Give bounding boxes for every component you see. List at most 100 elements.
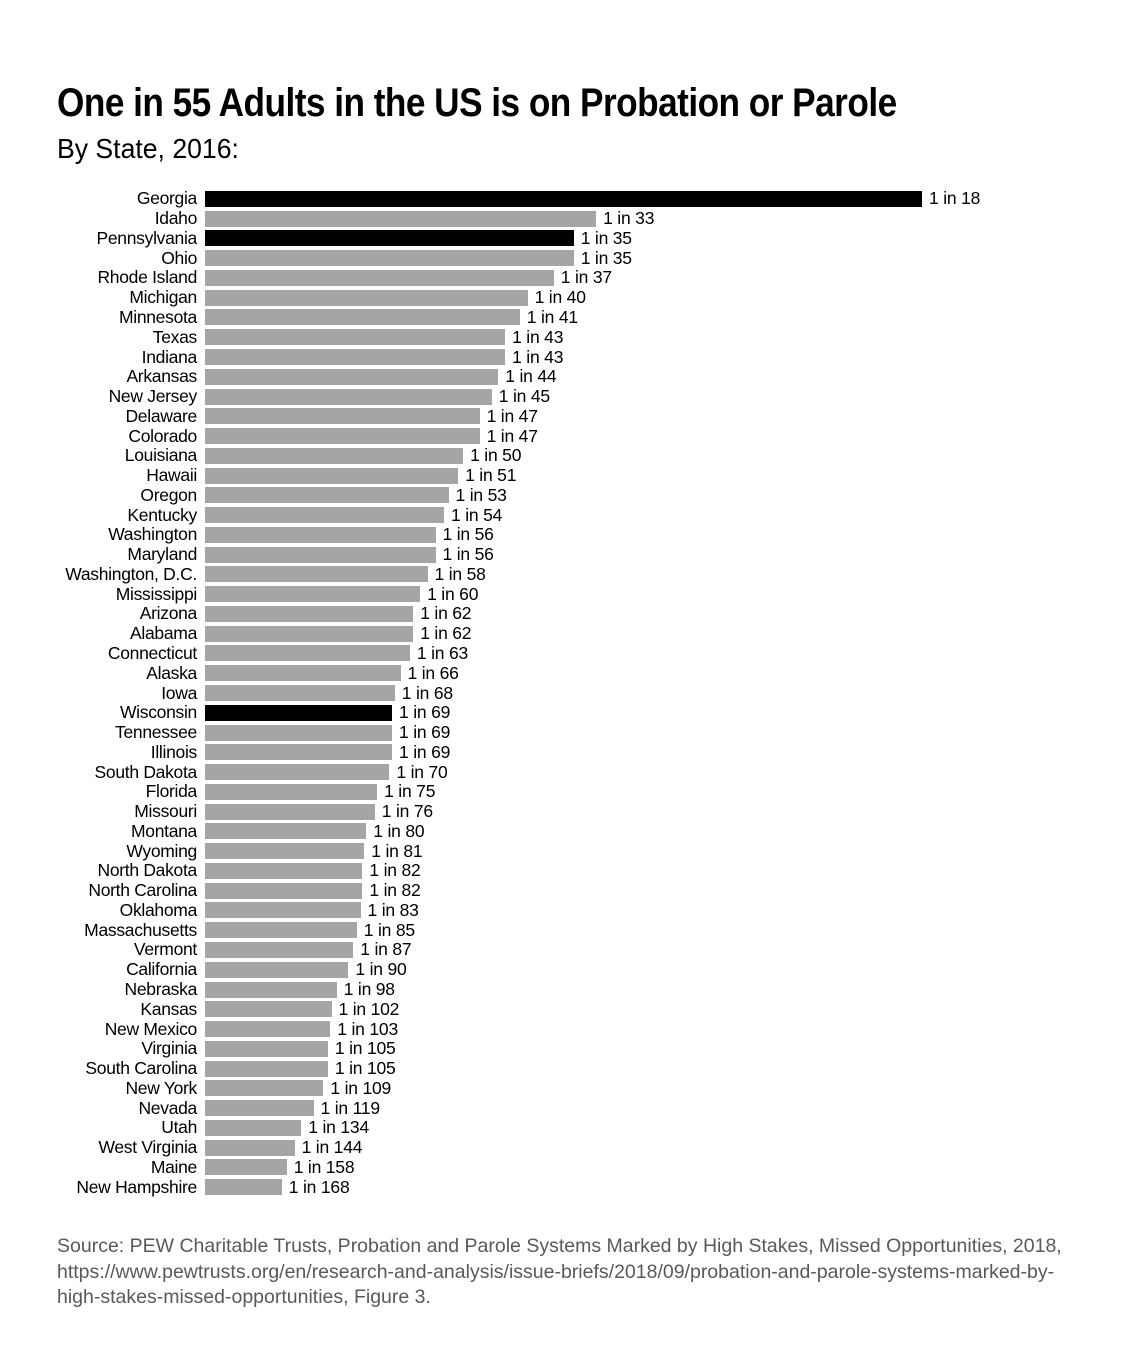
chart-row: Nebraska 1 in 98 [0,979,1125,1000]
bar [205,349,506,365]
state-label: Alaska [146,662,197,683]
bar [205,230,574,247]
state-label: Maine [150,1156,197,1177]
value-label: 1 in 109 [330,1077,392,1098]
chart-row: Rhode Island 1 in 37 [0,267,1125,288]
bar [205,190,922,207]
bar [205,507,444,524]
state-label: Utah [161,1117,197,1138]
value-label: 1 in 68 [401,682,453,703]
bar [205,1159,287,1176]
chart-row: Missouri 1 in 76 [0,801,1125,822]
value-label: 1 in 158 [293,1156,355,1177]
chart-row: Utah 1 in 134 [0,1117,1125,1138]
value-label: 1 in 51 [465,465,517,486]
chart-row: Hawaii 1 in 51 [0,465,1125,486]
state-label: New York [125,1077,197,1098]
chart-row: Mississippi 1 in 60 [0,584,1125,604]
chart-row: Pennsylvania 1 in 35 [0,227,1125,249]
value-label: 1 in 105 [334,1038,396,1059]
state-label: Hawaii [146,465,197,486]
bar [205,546,436,563]
state-label: North Carolina [88,880,197,901]
bar [205,764,390,781]
state-label: Georgia [136,188,197,209]
chart-row: Washington 1 in 56 [0,524,1125,545]
chart-row: Minnesota 1 in 41 [0,306,1125,328]
value-label: 1 in 41 [526,306,578,327]
chart-row: Michigan 1 in 40 [0,287,1125,308]
value-label: 1 in 76 [381,801,433,822]
bar [205,526,436,543]
bar [205,368,499,385]
chart-row: Oregon 1 in 53 [0,485,1125,505]
value-label: 1 in 69 [399,722,451,743]
state-label: Michigan [129,287,197,308]
bar [205,803,375,820]
state-label: Florida [145,781,198,802]
chart-row: Florida 1 in 75 [0,781,1125,802]
state-label: Rhode Island [97,267,197,288]
bar [205,408,480,425]
value-label: 1 in 40 [534,287,586,308]
state-label: Arizona [139,603,198,624]
state-label: Maryland [127,544,197,565]
bar [205,882,363,899]
value-label: 1 in 82 [369,880,421,901]
bar [205,1139,295,1156]
bar [205,783,378,800]
value-label: 1 in 43 [512,346,564,367]
state-label: Washington [108,524,197,545]
value-label: 1 in 69 [399,741,451,762]
state-label: Ohio [161,247,197,268]
chart-row: Delaware 1 in 47 [0,406,1125,426]
value-label: 1 in 33 [603,208,655,229]
state-label: South Carolina [85,1058,197,1079]
chart-row: Vermont 1 in 87 [0,939,1125,960]
chart-row: Arizona 1 in 62 [0,603,1125,624]
state-label: New Hampshire [76,1176,197,1197]
state-label: New Mexico [104,1018,198,1039]
bar [205,388,492,405]
state-label: Illinois [150,741,198,762]
value-label: 1 in 144 [301,1137,363,1158]
chart-row: Nevada 1 in 119 [0,1098,1125,1118]
state-label: Alabama [130,623,197,644]
chart-row: Indiana 1 in 43 [0,347,1125,367]
bar [205,329,506,346]
state-label: Connecticut [107,643,197,663]
bar [205,862,363,879]
chart-row: Colorado 1 in 47 [0,426,1125,446]
bar [205,447,464,464]
chart-row: West Virginia 1 in 144 [0,1137,1125,1158]
bar [205,1021,331,1038]
value-label: 1 in 85 [363,919,415,940]
bar [205,922,357,939]
chart-row: Illinois 1 in 69 [0,742,1125,762]
state-label: Pennsylvania [96,227,198,248]
bar [205,487,449,504]
state-label: Kansas [140,998,197,1019]
bar [205,1179,282,1196]
chart-row: California 1 in 90 [0,959,1125,980]
chart-row: Alabama 1 in 62 [0,623,1125,644]
value-label: 1 in 82 [369,860,421,881]
chart-row: Wyoming 1 in 81 [0,841,1125,861]
value-label: 1 in 75 [384,781,436,802]
value-label: 1 in 53 [455,484,507,505]
state-label: North Dakota [97,860,197,881]
state-label: Wyoming [126,840,197,861]
chart-row: North Carolina 1 in 82 [0,880,1125,901]
bar [205,250,574,267]
chart-row: Kansas 1 in 102 [0,999,1125,1019]
bar [205,605,414,622]
state-label: California [126,959,197,980]
value-label: 1 in 119 [320,1097,381,1118]
value-label: 1 in 54 [451,504,503,525]
value-label: 1 in 47 [486,425,538,446]
bar [205,823,367,840]
state-label: New Jersey [108,386,198,407]
chart-row: Oklahoma 1 in 83 [0,900,1125,921]
bar [205,566,428,583]
value-label: 1 in 43 [512,326,564,347]
